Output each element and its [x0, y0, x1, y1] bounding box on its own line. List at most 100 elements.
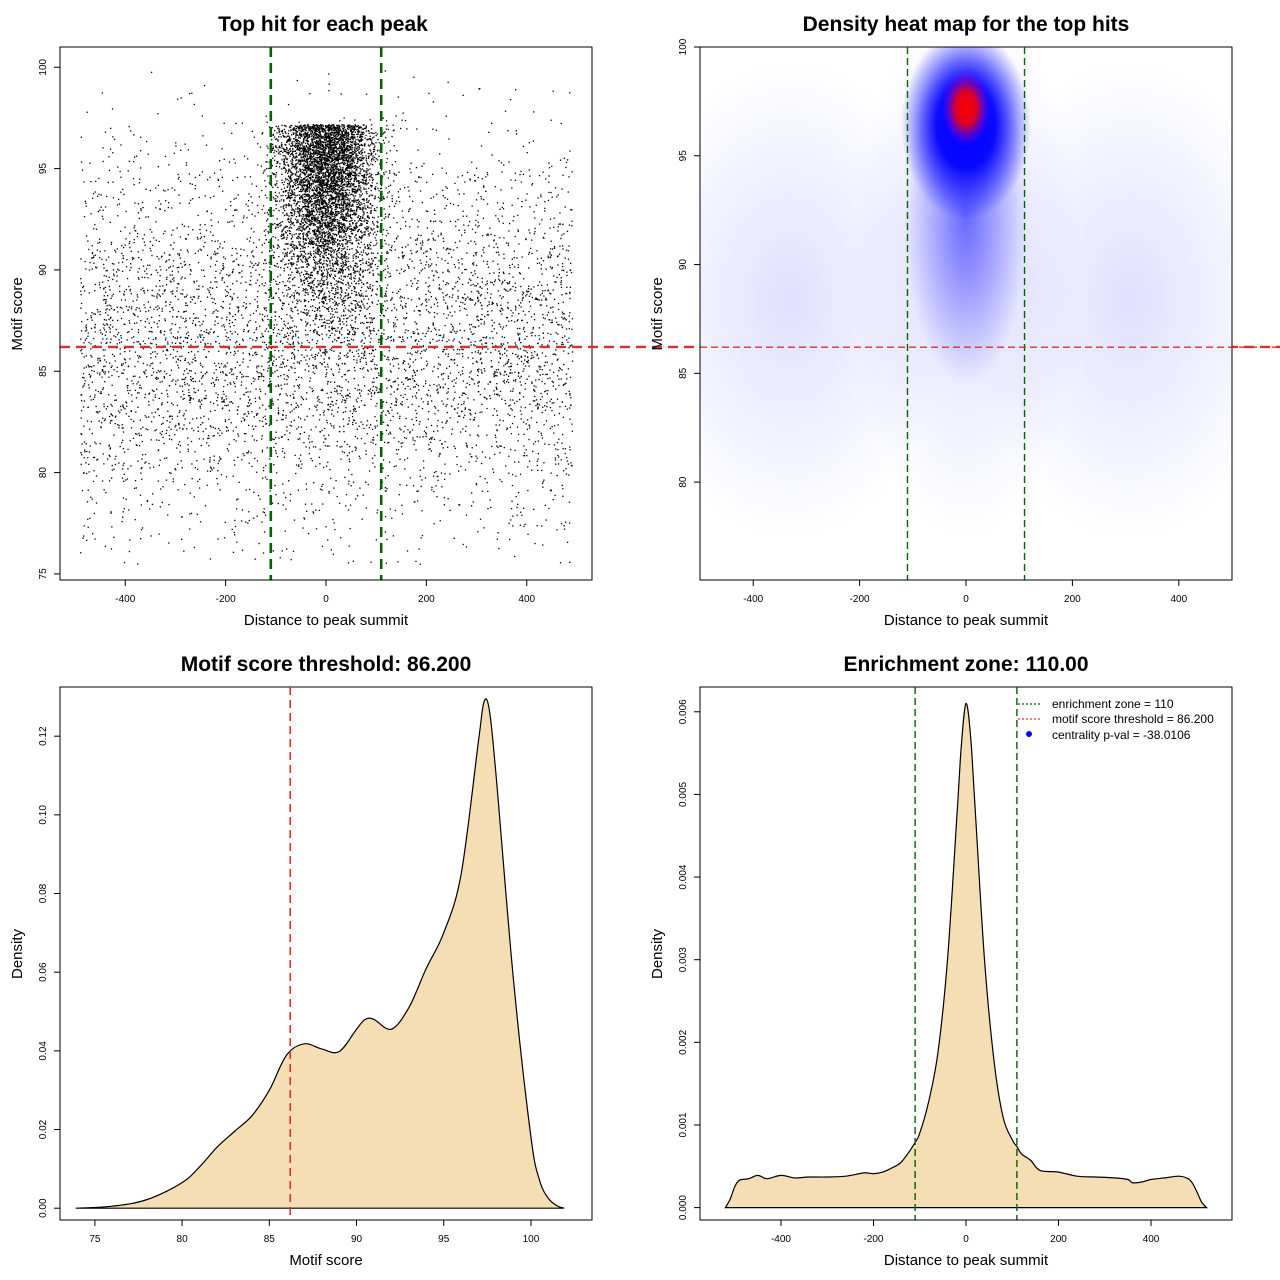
scatter-point: [444, 478, 446, 480]
scatter-point: [94, 441, 96, 443]
scatter-point: [223, 281, 225, 284]
scatter-point: [109, 447, 111, 449]
scatter-point: [366, 282, 369, 284]
scatter-point: [401, 296, 403, 299]
scatter-point: [205, 144, 208, 146]
scatter-point: [533, 385, 535, 387]
scatter-point: [103, 419, 106, 422]
scatter-point: [126, 378, 128, 380]
scatter-point: [499, 357, 501, 359]
scatter-point: [215, 254, 217, 256]
scatter-point: [191, 322, 194, 324]
scatter-point: [334, 311, 337, 313]
scatter-point: [145, 188, 147, 190]
scatter-point: [223, 399, 225, 401]
scatter-point: [374, 161, 377, 163]
scatter-point: [543, 237, 545, 239]
scatter-point: [127, 389, 129, 392]
scatter-point: [449, 220, 451, 222]
scatter-point: [194, 372, 196, 374]
scatter-point: [444, 197, 446, 199]
scatter-point: [425, 380, 427, 382]
scatter-point: [412, 332, 415, 335]
scatter-point: [496, 387, 498, 390]
scatter-point: [570, 397, 572, 399]
scatter-point: [392, 415, 394, 418]
scatter-point: [262, 511, 264, 513]
scatter-point: [344, 374, 346, 376]
scatter-point: [110, 511, 112, 513]
scatter-point: [537, 284, 539, 287]
scatter-point: [256, 264, 259, 266]
scatter-point: [454, 220, 457, 223]
scatter-point: [264, 259, 266, 261]
scatter-point: [217, 316, 219, 318]
scatter-point: [528, 424, 530, 426]
scatter-point: [135, 155, 138, 157]
scatter-point: [428, 285, 431, 287]
scatter-point: [316, 333, 318, 335]
scatter-point: [365, 507, 367, 509]
scatter-point: [296, 428, 298, 430]
scatter-point: [103, 287, 105, 289]
scatter-point: [498, 254, 500, 256]
scatter-point: [411, 299, 413, 301]
scatter-point: [157, 449, 159, 452]
scatter-point: [100, 332, 102, 334]
scatter-point: [371, 301, 373, 303]
scatter-point: [86, 318, 89, 321]
scatter-point: [291, 236, 294, 238]
scatter-point: [297, 406, 300, 408]
scatter-point: [151, 289, 153, 291]
scatter-point: [537, 371, 539, 373]
scatter-point: [249, 354, 251, 356]
scatter-point: [428, 299, 430, 301]
scatter-point: [199, 405, 201, 407]
scatter-point: [415, 339, 417, 341]
scatter-point: [514, 235, 516, 238]
scatter-point: [139, 419, 141, 421]
scatter-point: [116, 204, 119, 206]
scatter-point: [361, 368, 364, 370]
scatter-point: [360, 357, 363, 359]
scatter-point: [109, 328, 111, 330]
scatter-point: [139, 376, 141, 378]
scatter-point: [311, 347, 313, 349]
scatter-point: [429, 291, 431, 293]
scatter-point: [378, 388, 381, 390]
scatter-point: [340, 315, 343, 317]
scatter-point: [343, 300, 345, 302]
scatter-point: [531, 354, 533, 357]
scatter-point: [128, 306, 130, 308]
scatter-point: [445, 172, 447, 174]
scatter-point: [247, 375, 249, 378]
scatter-point: [150, 357, 152, 359]
scatter-point: [97, 412, 99, 414]
scatter-point: [348, 469, 350, 471]
scatter-point: [545, 420, 548, 422]
scatter-point: [289, 332, 291, 334]
scatter-point: [455, 225, 457, 227]
scatter-point: [244, 413, 246, 415]
scatter-point: [203, 236, 206, 238]
scatter-point: [92, 197, 94, 199]
scatter-point: [494, 434, 496, 436]
scatter-point: [490, 233, 492, 236]
scatter-point: [135, 487, 137, 489]
scatter-point: [191, 183, 193, 185]
scatter-point: [297, 384, 299, 387]
scatter-point: [415, 383, 418, 385]
scatter-point: [566, 274, 568, 277]
scatter-point: [150, 353, 152, 355]
scatter-point: [157, 184, 159, 187]
scatter-point: [337, 280, 339, 282]
scatter-point: [183, 393, 185, 396]
scatter-point: [109, 362, 111, 364]
scatter-point: [490, 281, 492, 283]
scatter-point: [130, 465, 132, 467]
scatter-point: [185, 318, 187, 320]
scatter-point: [531, 252, 533, 255]
scatter-point: [256, 327, 258, 329]
scatter-point: [230, 401, 233, 403]
scatter-point: [155, 377, 157, 379]
